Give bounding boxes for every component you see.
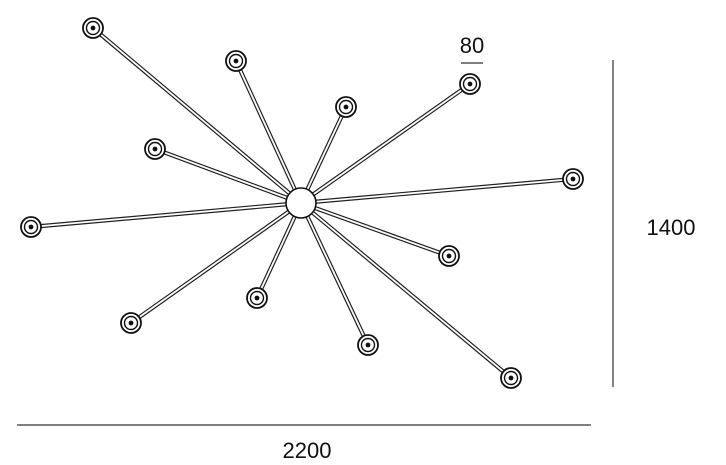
- endpoint-center-dot: [152, 146, 158, 152]
- endpoint-center-dot: [254, 295, 260, 301]
- arm-core-9: [260, 213, 297, 289]
- endpoint-8: [438, 245, 460, 267]
- arm-core-1: [100, 34, 292, 196]
- endpoint-5: [144, 138, 166, 160]
- arm-core-8: [312, 206, 440, 254]
- fixture-endpoints: [20, 17, 584, 389]
- arm-core-7: [41, 203, 289, 227]
- endpoint-6: [562, 168, 584, 190]
- arm-core-4: [310, 89, 462, 197]
- endpoint-center-dot: [28, 224, 34, 230]
- endpoint-3: [335, 96, 357, 118]
- endpoint-4: [459, 73, 481, 95]
- endpoint-center-dot: [570, 176, 576, 182]
- endpoint-11: [357, 334, 379, 356]
- endpoint-10: [120, 312, 142, 334]
- arm-core-3: [305, 116, 343, 193]
- arm-core-11: [305, 213, 365, 336]
- endpoint-9: [246, 287, 268, 309]
- width-dimension-label: 2200: [283, 438, 332, 463]
- arm-core-10: [139, 209, 292, 318]
- arm-core-6: [313, 179, 563, 203]
- fixture-arms: [39, 32, 565, 374]
- endpoint-diameter-label: 80: [460, 33, 484, 58]
- endpoint-center-dot: [90, 25, 96, 31]
- arm-core-2: [239, 70, 297, 193]
- endpoint-12: [500, 367, 522, 389]
- endpoint-center-dot: [467, 81, 473, 87]
- endpoint-center-dot: [508, 375, 514, 381]
- endpoint-center-dot: [446, 253, 452, 259]
- arm-core-12: [310, 210, 504, 372]
- endpoint-center-dot: [365, 342, 371, 348]
- endpoint-center-dot: [343, 104, 349, 110]
- central-hub: [285, 187, 317, 219]
- arm-core-5: [164, 151, 290, 200]
- endpoint-7: [20, 216, 42, 238]
- endpoint-center-dot: [128, 320, 134, 326]
- endpoint-center-dot: [233, 58, 239, 64]
- endpoint-1: [82, 17, 104, 39]
- endpoint-2: [225, 50, 247, 72]
- height-dimension-label: 1400: [647, 215, 696, 240]
